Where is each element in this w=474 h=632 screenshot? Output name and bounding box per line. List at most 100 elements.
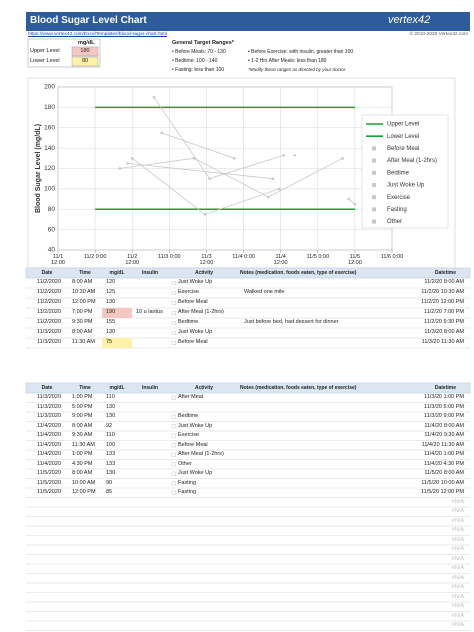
- data-point: [347, 197, 351, 201]
- legend-swatch: [372, 146, 376, 151]
- table-cell: 11/2/2020: [36, 289, 62, 296]
- x-tick-label: 11/2 0:00: [83, 254, 107, 260]
- table-cell: 11/4/2020: [36, 460, 62, 467]
- table-cell: 11/4/2020: [36, 441, 62, 448]
- table-header: [25, 382, 471, 394]
- dropdown-box: [171, 301, 176, 306]
- column-header: Insulin: [141, 384, 159, 391]
- table-cell: 11/3/2020: [36, 413, 62, 419]
- table-cell: 9:30 AM: [72, 432, 93, 438]
- table-cell: 10 u lantus: [136, 309, 163, 316]
- x-tick-label: 11/6 0:00: [380, 254, 404, 260]
- table-cell: #N/A: [451, 603, 464, 609]
- column-header: Datetime: [434, 384, 456, 391]
- table-cell: 10:30 AM: [72, 289, 96, 296]
- column-header: Notes (medication, foods eaten, type of …: [240, 384, 357, 391]
- limits-box: [27, 38, 101, 68]
- table-cell: 11/2/2020: [36, 279, 62, 286]
- title-bar: [26, 12, 470, 31]
- legend-swatch: [372, 207, 376, 212]
- data-point: [130, 157, 134, 160]
- data-point: [277, 187, 281, 191]
- table-cell: Bedtime: [178, 319, 199, 326]
- column-header: mg/dL: [109, 269, 125, 276]
- table-cell: #N/A: [451, 574, 464, 581]
- legend-label: Bedtime: [387, 170, 410, 176]
- table-cell: 125: [106, 289, 116, 296]
- table-cell: 11/2/2020: [36, 299, 62, 306]
- table-cell: Just before bed, had dessert for dinner: [244, 319, 339, 326]
- limit-label: Lower Level: [30, 58, 60, 64]
- legend-swatch: [372, 219, 376, 224]
- copyright: © 2010-2020 Vertex42.com: [409, 32, 468, 37]
- table-cell: Walked one mile: [244, 289, 285, 296]
- table-cell: 11/5/20 10:00 AM: [421, 479, 464, 486]
- cell-highlight: [102, 308, 132, 318]
- table-cell: #N/A: [451, 555, 464, 562]
- table-cell: 110: [106, 432, 115, 438]
- dropdown-box: [171, 490, 176, 495]
- table-cell: 133: [106, 460, 116, 467]
- table-cell: #N/A: [451, 565, 464, 571]
- legend-swatch: [372, 183, 376, 187]
- dropdown-box: [171, 414, 176, 419]
- x-tick-label: 11/3 12:00: [199, 254, 214, 267]
- table-cell: 11/3/2020: [36, 339, 62, 346]
- table-cell: After Meal (1-2hrs): [178, 451, 224, 457]
- table-cell: 11/3/20 11:30 AM: [421, 339, 464, 346]
- column-header: Activity: [194, 384, 214, 391]
- table-cell: 130: [106, 329, 116, 336]
- y-tick-label: 100: [44, 186, 55, 193]
- legend-label: Upper Level: [387, 122, 419, 128]
- table-cell: 11/3/20 8:00 AM: [424, 329, 464, 336]
- table-cell: Exercise: [178, 432, 200, 438]
- table-cell: #N/A: [451, 593, 464, 600]
- table-cell: 11/4/2020: [36, 432, 62, 438]
- legend-swatch: [372, 195, 376, 200]
- dropdown-box: [171, 433, 176, 438]
- legend-label: Before Meal: [387, 146, 419, 152]
- table-cell: Fasting: [178, 479, 197, 486]
- y-tick-label: 180: [44, 104, 55, 111]
- legend-box: [361, 114, 449, 229]
- dropdown-box: [171, 311, 176, 316]
- table-cell: 11/2/20 12:00 PM: [420, 299, 464, 306]
- y-tick-label: 60: [48, 226, 56, 233]
- table-cell: 7:00 PM: [72, 309, 93, 316]
- table-cell: 11/4/2020: [36, 422, 62, 429]
- table-cell: 155: [106, 319, 116, 326]
- table-header: [25, 267, 471, 279]
- x-tick-label: 11/4 12:00: [273, 254, 288, 267]
- limit-cell: [71, 46, 99, 57]
- dropdown-box: [171, 341, 176, 346]
- data-point: [126, 162, 129, 165]
- table-cell: 12:00 PM: [72, 299, 96, 306]
- limit-value: 180: [80, 48, 90, 54]
- column-header: mg/dL: [109, 384, 125, 391]
- table-cell: 11/5/2020: [36, 470, 62, 476]
- table-cell: Just Woke Up: [178, 422, 213, 429]
- table-cell: 9:30 PM: [72, 319, 93, 326]
- table-cell: After Meal (1-2hrs): [178, 309, 224, 316]
- limit-label: Upper Level: [30, 48, 60, 54]
- table-cell: 11/5/2020: [36, 479, 62, 486]
- table-cell: Just Woke Up: [178, 329, 213, 336]
- table-cell: 11/4/2020: [36, 451, 62, 457]
- legend-swatch: [372, 170, 376, 175]
- data-point: [118, 167, 122, 170]
- target-item: • Before Meals: 70 - 130: [172, 49, 226, 55]
- y-tick-label: 40: [48, 247, 56, 254]
- table-cell: 90: [106, 479, 113, 486]
- dropdown-box: [171, 424, 176, 429]
- target-item: • Bedtime: 100 - 140: [172, 58, 218, 64]
- x-tick-label: 11/3 0:00: [158, 254, 181, 260]
- table-cell: Exercise: [178, 289, 200, 296]
- table-cell: 8:00 AM: [72, 329, 93, 336]
- table-cell: 11/5/20 8:00 AM: [424, 470, 464, 476]
- y-tick-label: 200: [44, 84, 55, 91]
- table-cell: 130: [106, 470, 116, 476]
- table-cell: 1:00 PM: [72, 394, 93, 400]
- table-cell: #N/A: [451, 622, 464, 628]
- column-header: Time: [79, 269, 91, 276]
